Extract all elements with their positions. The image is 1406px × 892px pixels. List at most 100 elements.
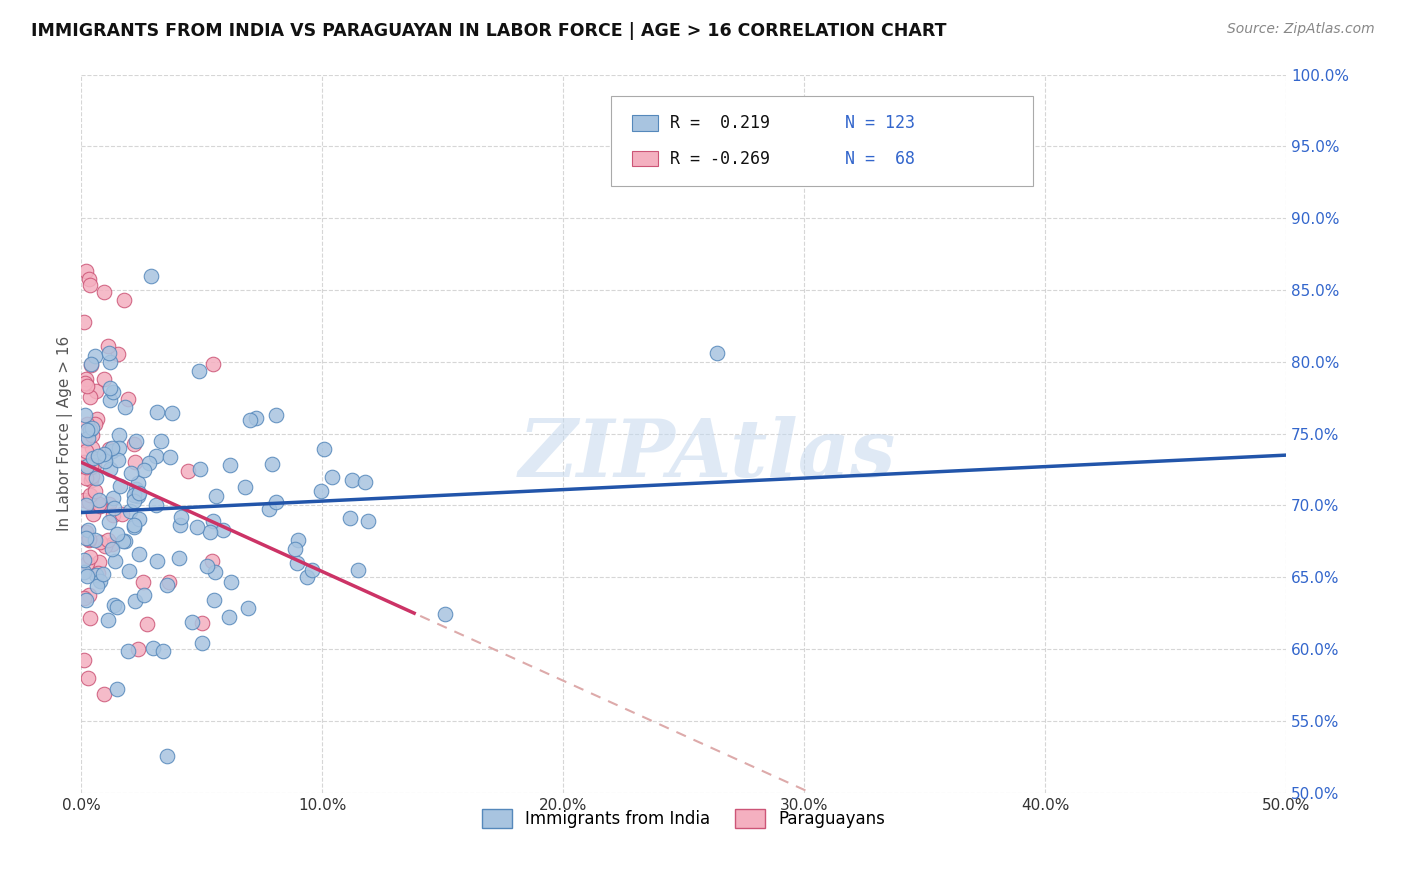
Point	[94, 454, 117, 468]
Point	[122, 494, 145, 508]
FancyBboxPatch shape	[612, 96, 1033, 186]
Point	[87, 449, 110, 463]
Point	[124, 455, 146, 469]
Point	[82, 451, 104, 466]
Point	[149, 434, 172, 449]
Point	[86, 566, 108, 580]
Text: R =  0.219: R = 0.219	[671, 113, 770, 132]
Point	[75, 525, 97, 540]
Point	[75, 460, 97, 475]
Bar	[631, 115, 658, 130]
Point	[80, 428, 103, 442]
Point	[120, 466, 142, 480]
Point	[86, 384, 108, 399]
Point	[159, 450, 181, 464]
Bar	[631, 151, 658, 167]
Point	[120, 504, 142, 518]
Point	[91, 567, 114, 582]
Point	[93, 285, 115, 300]
Text: N =  68: N = 68	[845, 150, 915, 168]
Point	[132, 588, 155, 602]
Point	[117, 392, 139, 406]
Legend: Immigrants from India, Paraguayans: Immigrants from India, Paraguayans	[475, 802, 891, 835]
Point	[75, 376, 97, 391]
Point	[128, 512, 150, 526]
Point	[212, 524, 235, 538]
Point	[75, 532, 97, 546]
Point	[75, 372, 97, 386]
Point	[145, 498, 167, 512]
Point	[127, 642, 149, 657]
Point	[156, 578, 179, 592]
Point	[103, 501, 125, 516]
Text: R = -0.269: R = -0.269	[671, 150, 770, 168]
Point	[146, 554, 169, 568]
Point	[353, 475, 375, 489]
Point	[101, 384, 124, 399]
Point	[82, 507, 104, 521]
Point	[122, 436, 145, 450]
Point	[73, 653, 96, 667]
Point	[127, 475, 149, 490]
Point	[93, 447, 115, 461]
Point	[79, 550, 101, 565]
Point	[202, 357, 225, 371]
Point	[169, 518, 191, 533]
Point	[122, 488, 145, 502]
Point	[128, 547, 150, 561]
Point	[108, 479, 131, 493]
Point	[86, 579, 108, 593]
Point	[72, 553, 94, 567]
Point	[134, 462, 156, 476]
Point	[186, 520, 208, 534]
Point	[93, 372, 115, 386]
Point	[257, 502, 280, 516]
Point	[84, 567, 107, 582]
Point	[204, 565, 226, 579]
Point	[89, 497, 111, 511]
Text: IMMIGRANTS FROM INDIA VS PARAGUAYAN IN LABOR FORCE | AGE > 16 CORRELATION CHART: IMMIGRANTS FROM INDIA VS PARAGUAYAN IN L…	[31, 22, 946, 40]
Point	[80, 357, 103, 371]
Point	[97, 533, 120, 548]
Point	[79, 423, 101, 437]
Point	[108, 427, 131, 442]
Point	[152, 644, 174, 658]
Point	[114, 533, 136, 548]
Point	[177, 464, 200, 478]
Point	[101, 491, 124, 506]
Point	[339, 511, 361, 525]
Point	[76, 523, 98, 537]
Point	[181, 615, 204, 629]
Point	[72, 591, 94, 605]
Point	[110, 507, 132, 521]
Point	[105, 526, 128, 541]
Point	[94, 539, 117, 553]
Point	[122, 519, 145, 533]
Point	[142, 641, 165, 656]
Point	[97, 339, 120, 353]
Point	[145, 450, 167, 464]
Point	[219, 575, 242, 590]
Point	[87, 493, 110, 508]
Point	[97, 613, 120, 627]
Point	[86, 412, 108, 426]
Point	[297, 570, 319, 584]
Point	[138, 457, 160, 471]
Point	[101, 541, 124, 556]
Point	[107, 346, 129, 360]
Point	[75, 593, 97, 607]
Point	[202, 593, 225, 607]
Point	[195, 559, 218, 574]
Point	[198, 524, 221, 539]
Point	[191, 616, 214, 631]
Point	[190, 462, 212, 476]
Point	[79, 390, 101, 404]
Point	[80, 474, 103, 488]
Point	[114, 401, 136, 415]
Point	[76, 417, 98, 431]
Point	[238, 413, 260, 427]
Point	[706, 345, 728, 359]
Point	[245, 411, 267, 425]
Point	[75, 443, 97, 458]
Point	[98, 496, 121, 510]
